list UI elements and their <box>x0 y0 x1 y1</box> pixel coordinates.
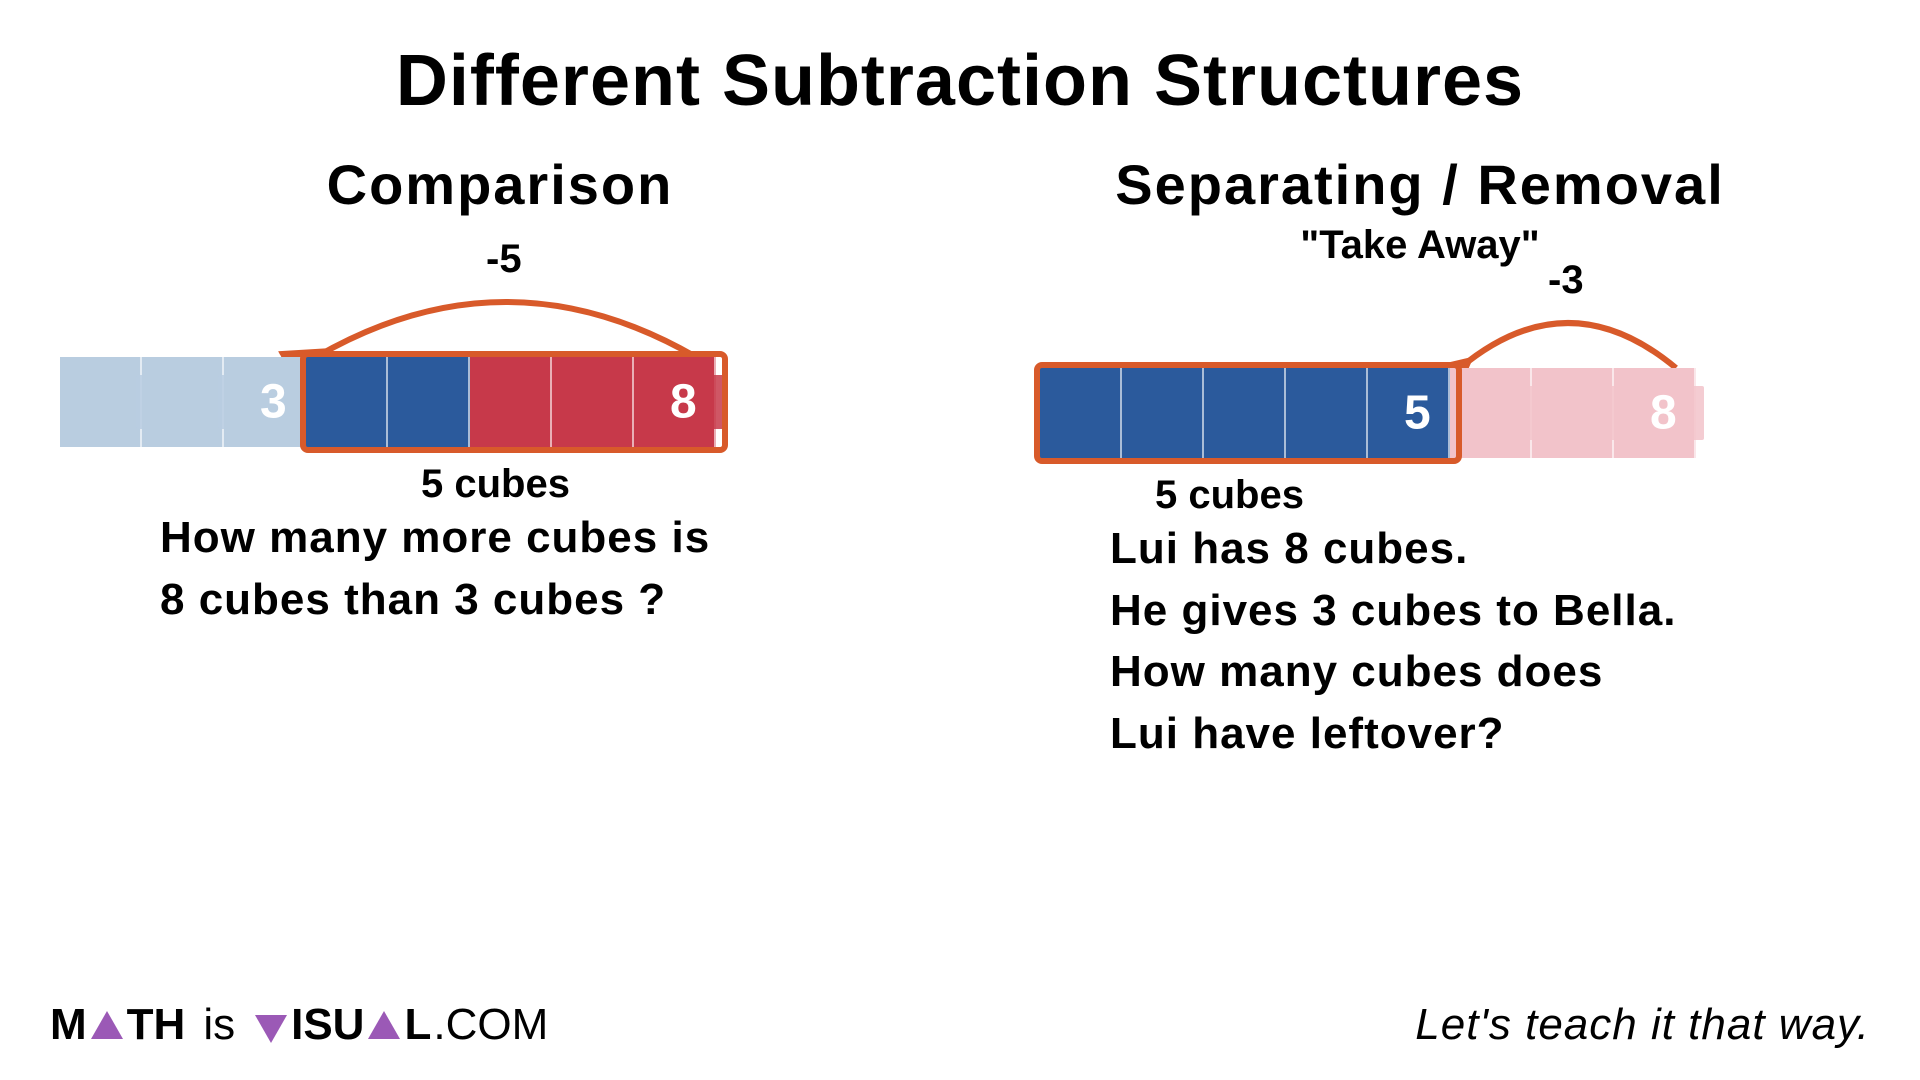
solid-blue-cube <box>1040 368 1122 458</box>
footer: M TH is ISU L .COM Let's teach it that w… <box>0 1000 1920 1050</box>
logo-triangle-up-2 <box>368 1011 400 1039</box>
solid-blue-cube <box>1204 368 1286 458</box>
faded-blue-cube <box>142 357 224 447</box>
question-line: Lui have leftover? <box>1110 703 1860 765</box>
separating-cubes-label: 5 cubes <box>1155 473 1304 518</box>
question-line: Lui has 8 cubes. <box>1110 518 1860 580</box>
comparison-bar: 38 <box>60 357 716 447</box>
separating-question: Lui has 8 cubes.He gives 3 cubes to Bell… <box>980 518 1860 764</box>
solid-blue-cube <box>306 357 388 447</box>
comparison-cubes-label: 5 cubes <box>421 462 570 507</box>
label-3: 3 <box>260 375 287 430</box>
faded-pink-cube <box>1450 368 1532 458</box>
logo-l: L <box>404 1000 431 1050</box>
column-separating: Separating / Removal "Take Away" -3 58 5… <box>960 152 1880 764</box>
separating-arc <box>980 278 1756 378</box>
logo-isu: ISU <box>291 1000 364 1050</box>
logo-triangle-up-1 <box>91 1011 123 1039</box>
main-title: Different Subtraction Structures <box>0 0 1920 122</box>
solid-blue-cube <box>1122 368 1204 458</box>
logo: M TH is ISU L .COM <box>50 1000 548 1050</box>
logo-dotcom: .COM <box>433 1000 548 1050</box>
logo-is: is <box>203 1000 235 1050</box>
faded-blue-cube <box>60 357 142 447</box>
question-line: How many more cubes is <box>160 507 940 569</box>
label-8-right: 8 <box>1650 386 1677 441</box>
red-cube <box>552 357 634 447</box>
question-line: 8 cubes than 3 cubes ? <box>160 569 940 631</box>
question-line: How many cubes does <box>1110 641 1860 703</box>
separating-heading: Separating / Removal <box>980 152 1860 217</box>
label-8: 8 <box>670 375 697 430</box>
solid-blue-cube <box>388 357 470 447</box>
comparison-diagram: -5 38 5 cubes <box>60 237 940 497</box>
column-comparison: Comparison -5 38 5 cubes How many more c… <box>40 152 960 764</box>
comparison-question: How many more cubes is8 cubes than 3 cub… <box>60 507 940 630</box>
logo-triangle-down <box>255 1015 287 1043</box>
logo-th: TH <box>127 1000 186 1050</box>
label-5: 5 <box>1404 386 1431 441</box>
logo-m: M <box>50 1000 87 1050</box>
columns-container: Comparison -5 38 5 cubes How many more c… <box>0 152 1920 764</box>
question-line: He gives 3 cubes to Bella. <box>1110 580 1860 642</box>
comparison-heading: Comparison <box>60 152 940 217</box>
separating-bar: 58 <box>1040 368 1696 458</box>
comparison-arc <box>60 267 756 367</box>
solid-blue-cube <box>1286 368 1368 458</box>
separating-diagram: -3 58 5 cubes <box>980 248 1860 508</box>
red-cube <box>470 357 552 447</box>
tagline: Let's teach it that way. <box>1415 1000 1870 1050</box>
faded-pink-cube <box>1532 368 1614 458</box>
